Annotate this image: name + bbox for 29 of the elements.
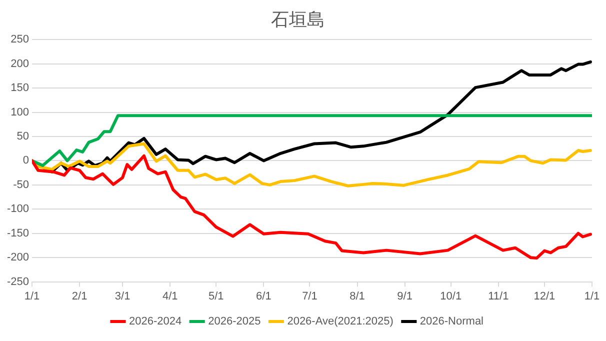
x-tick-label: 12/1: [534, 290, 556, 302]
x-tick-label: 5/1: [208, 290, 224, 302]
legend-label: 2026-2025: [208, 316, 261, 328]
y-tick-label: 200: [10, 58, 30, 70]
y-tick-label: 50: [16, 130, 30, 143]
y-tick-label: 0: [22, 154, 30, 167]
x-tick-label: 7/1: [302, 290, 318, 302]
y-tick-label: -150: [6, 227, 30, 240]
x-tick-label: 8/1: [350, 290, 365, 302]
x-tick-label: 9/1: [397, 290, 412, 302]
y-tick-label: -200: [6, 252, 30, 264]
x-tick-label: 11/1: [488, 290, 509, 302]
chart-title: 石垣島: [271, 9, 325, 30]
x-tick-label: 3/1: [114, 290, 130, 302]
y-tick-label: 150: [10, 82, 30, 94]
legend-label: 2026-2024: [128, 316, 182, 328]
x-tick-label: 2/1: [72, 290, 88, 302]
x-tick-label: 4/1: [162, 290, 178, 302]
y-tick-label: 100: [10, 106, 30, 118]
x-tick-label: 1/1: [24, 290, 40, 302]
legend-label: 2026-Normal: [420, 316, 484, 328]
x-tick-label: 1/1: [584, 290, 600, 302]
legend-label: 2026-Ave(2021:2025): [287, 316, 394, 328]
x-tick-label: 6/1: [256, 290, 272, 302]
y-tick-label: -250: [6, 276, 30, 288]
x-tick-label: 10/1: [440, 290, 462, 302]
y-tick-label: 250: [10, 34, 30, 46]
y-tick-label: -100: [6, 203, 30, 216]
y-tick-label: -50: [13, 178, 30, 191]
